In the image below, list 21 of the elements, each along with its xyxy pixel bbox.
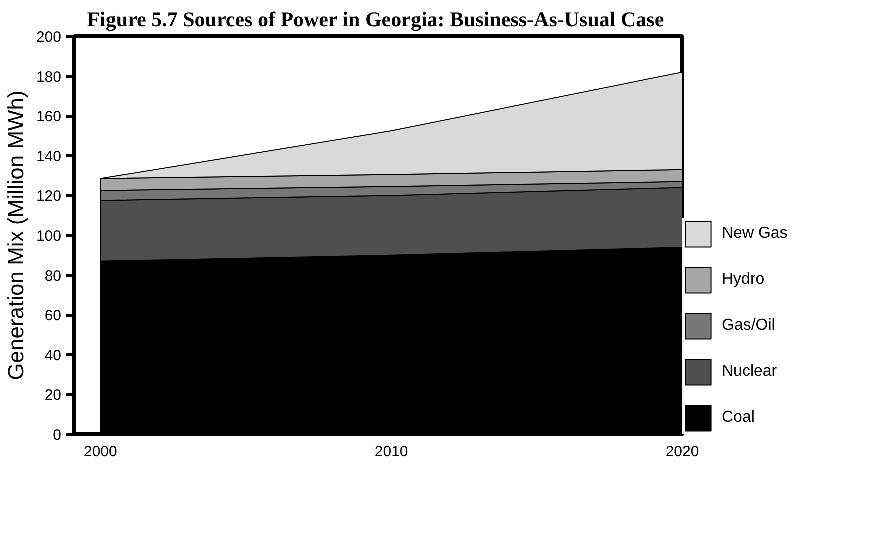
y-tick-label: 60 xyxy=(44,308,62,325)
y-tick-label: 120 xyxy=(36,188,62,206)
y-tick-label: 40 xyxy=(44,347,62,364)
x-tick-label: 2020 xyxy=(666,444,700,460)
legend-label: Nuclear xyxy=(722,363,778,381)
y-tick-label: 0 xyxy=(53,427,62,444)
y-tick-label: 160 xyxy=(36,108,62,126)
y-tick-label: 180 xyxy=(36,68,62,86)
legend-label: Coal xyxy=(722,409,755,427)
y-tick-label: 20 xyxy=(44,387,62,404)
legend-label: New Gas xyxy=(722,225,788,243)
x-tick-label: 2010 xyxy=(374,444,408,460)
y-tick-label: 200 xyxy=(36,29,62,46)
y-tick-label: 100 xyxy=(36,228,62,245)
y-axis-title: Generation Mix (Million MWh) xyxy=(3,90,28,380)
legend-label: Hydro xyxy=(722,271,765,289)
y-tick-label: 140 xyxy=(36,148,62,166)
x-tick-label: 2000 xyxy=(84,444,118,460)
y-tick-label: 80 xyxy=(44,268,62,285)
legend-label: Gas/Oil xyxy=(722,317,776,335)
chart-title: Figure 5.7 Sources of Power in Georgia: Business-As-Usual Case xyxy=(87,8,664,32)
